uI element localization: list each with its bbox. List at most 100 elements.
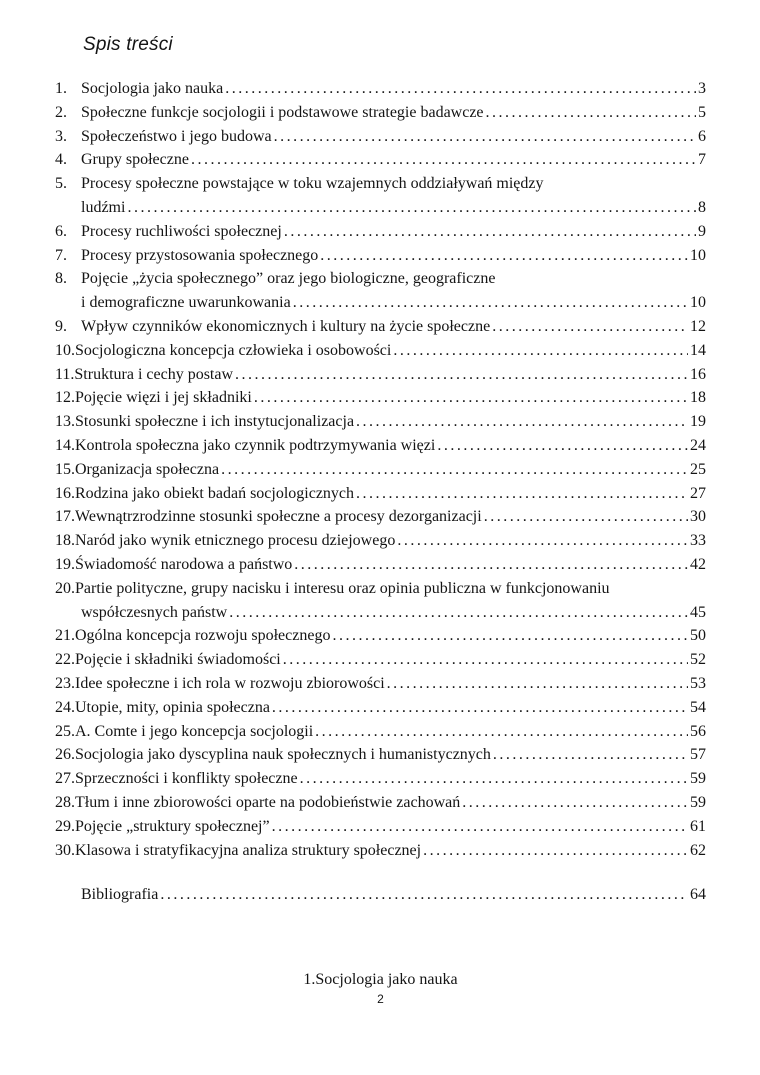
- bibliography-entry: Bibliografia 64: [55, 883, 706, 907]
- toc-entry-number: 1.: [55, 80, 67, 97]
- toc-entry-page: 8: [698, 198, 706, 216]
- toc-entry-page: 10: [690, 246, 706, 264]
- toc-entry-number: 19.: [55, 555, 75, 573]
- toc-entry-page: 7: [698, 151, 706, 169]
- toc-entry-page: 57: [690, 746, 706, 764]
- toc-entry-label: Naród jako wynik etnicznego procesu dzie…: [75, 532, 396, 550]
- toc-entry-number: 2.: [55, 103, 67, 121]
- toc-entry-page: 50: [690, 627, 706, 645]
- bibliography-label: Bibliografia: [81, 886, 159, 904]
- toc-entry-number: 29.: [55, 817, 75, 835]
- toc-entry-line: 6. Procesy ruchliwości społecznej 9: [55, 220, 706, 244]
- toc-entry-page: 24: [690, 436, 706, 454]
- toc-entry-number: 24.: [55, 698, 75, 716]
- toc-entry-label: Pojęcie „struktury społecznej”: [75, 817, 270, 835]
- toc-entry-label: Tłum i inne zbiorowości oparte na podobi…: [75, 793, 461, 811]
- toc-entry-page: 33: [690, 532, 706, 550]
- dot-leader: [356, 410, 688, 434]
- toc-entry-label: Wewnątrzrodzinne stosunki społeczne a pr…: [75, 508, 482, 526]
- dot-leader: [486, 101, 696, 125]
- toc-entry-page: 10: [690, 294, 706, 312]
- toc-entry-number: 8.: [55, 270, 67, 288]
- dot-leader: [393, 339, 688, 363]
- toc-entry-page: 12: [690, 317, 706, 335]
- toc-entry-line: 27.Sprzeczności i konflikty społeczne 59: [55, 767, 706, 791]
- toc-entry-number: 16.: [55, 484, 75, 502]
- toc-entry-line: 7. Procesy przystosowania społecznego 10: [55, 244, 706, 268]
- toc-entry-page: 6: [698, 127, 706, 145]
- toc-entry-number: 6.: [55, 222, 67, 240]
- dot-leader: [272, 696, 688, 720]
- toc-entry-line: 26. Socjologia jako dyscyplina nauk społe…: [55, 743, 706, 767]
- toc-entry-label: Klasowa i stratyfikacyjna analiza strukt…: [75, 841, 422, 859]
- footer-page-number: 2: [377, 992, 384, 1007]
- toc-entry-label: i demograficzne uwarunkowania: [81, 294, 291, 312]
- toc-entry-label: Pojęcie i składniki świadomości: [75, 651, 281, 669]
- toc-entry-number: 25.: [55, 722, 75, 740]
- toc-entry-line: 29.Pojęcie „struktury społecznej” 61: [55, 815, 706, 839]
- toc-entry-page: 61: [690, 817, 706, 835]
- toc-entry-label: Grupy społeczne: [81, 151, 189, 169]
- toc-entry-page: 56: [690, 722, 706, 740]
- toc-entry-label: Kontrola społeczna jako czynnik podtrzym…: [75, 436, 436, 454]
- toc-entry-number: 26.: [55, 746, 75, 764]
- toc-entry-number: 27.: [55, 770, 75, 788]
- toc-entry-line: 17. Wewnątrzrodzinne stosunki społeczne a…: [55, 505, 706, 529]
- dot-leader: [272, 815, 688, 839]
- toc-entry-number: 21.: [55, 627, 75, 645]
- toc-entry-label: Socjologia jako dyscyplina nauk społeczn…: [75, 746, 491, 764]
- toc-entry-page: 14: [690, 341, 706, 359]
- dot-leader: [284, 220, 696, 244]
- toc-entry-label: ludźmi: [81, 198, 126, 216]
- dot-leader: [283, 648, 688, 672]
- toc-entry-number: 17.: [55, 508, 75, 526]
- toc-entry-number: 18.: [55, 532, 75, 550]
- page-footer: 1.Socjologia jako nauka 2: [55, 969, 706, 1007]
- toc-entry-label: Procesy ruchliwości społecznej: [81, 222, 282, 240]
- toc-entry-number: 10.: [55, 341, 75, 359]
- toc-entry-page: 30: [690, 508, 706, 526]
- toc-entry-page: 27: [690, 484, 706, 502]
- toc-entry-line: 23. Idee społeczne i ich rola w rozwoju z…: [55, 672, 706, 696]
- toc-entry-number: 23.: [55, 674, 75, 692]
- toc-entry-label: Pojęcie więzi i jej składniki: [75, 389, 252, 407]
- footer-section-heading: 1.Socjologia jako nauka: [303, 971, 458, 989]
- toc-entry-line: 10. Socjologiczna koncepcja człowieka i o…: [55, 339, 706, 363]
- dot-leader: [356, 482, 688, 506]
- toc-entry-page: 18: [690, 389, 706, 407]
- toc-entry-number: 5.: [55, 175, 67, 193]
- toc-entry-line: 16. Rodzina jako obiekt badań socjologicz…: [55, 482, 706, 506]
- toc-entry-label: Społeczeństwo i jego budowa: [81, 127, 272, 145]
- toc-entry-line: 8. Pojęcie „życia społecznego” oraz jego …: [55, 267, 706, 291]
- dot-leader: [387, 672, 688, 696]
- dot-leader: [225, 77, 696, 101]
- toc-entry-label: Pojęcie „życia społecznego” oraz jego bi…: [81, 270, 496, 288]
- toc-entry-page: 42: [690, 555, 706, 573]
- bibliography-page: 64: [690, 886, 706, 904]
- toc-entry-number: 4.: [55, 151, 67, 169]
- toc-entry-line: współczesnych państw 45: [55, 601, 706, 625]
- toc-entry-line: 30. Klasowa i stratyfikacyjna analiza str…: [55, 839, 706, 863]
- toc-entry-number: 12.: [55, 389, 75, 407]
- toc-entry-page: 62: [690, 841, 706, 859]
- toc-entry-label: Socjologia jako nauka: [81, 80, 224, 97]
- toc-entry-number: 3.: [55, 127, 67, 145]
- dot-leader: [160, 883, 688, 907]
- dot-leader: [484, 505, 688, 529]
- dot-leader: [293, 291, 688, 315]
- toc-entry-label: Partie polityczne, grupy nacisku i inter…: [75, 579, 610, 597]
- toc-entry-number: 30.: [55, 841, 75, 859]
- toc-entry-number: 15.: [55, 460, 75, 478]
- dot-leader: [294, 553, 688, 577]
- toc-entry-line: 4. Grupy społeczne 7: [55, 148, 706, 172]
- toc-entry-number: 14.: [55, 436, 75, 454]
- toc-entry-line: 11.Struktura i cechy postaw 16: [55, 363, 706, 387]
- toc-entry-label: Rodzina jako obiekt badań socjologicznyc…: [75, 484, 355, 502]
- toc-entry-line: 5. Procesy społeczne powstające w toku wz…: [55, 172, 706, 196]
- toc-entry-label: Procesy przystosowania społecznego: [81, 246, 319, 264]
- dot-leader: [274, 125, 696, 149]
- toc-list: 1. Socjologia jako nauka 3 2. Społeczne funk…: [55, 77, 706, 862]
- toc-entry-line: 2. Społeczne funkcje socjologii i podstaw…: [55, 101, 706, 125]
- toc-entry-page: 53: [690, 674, 706, 692]
